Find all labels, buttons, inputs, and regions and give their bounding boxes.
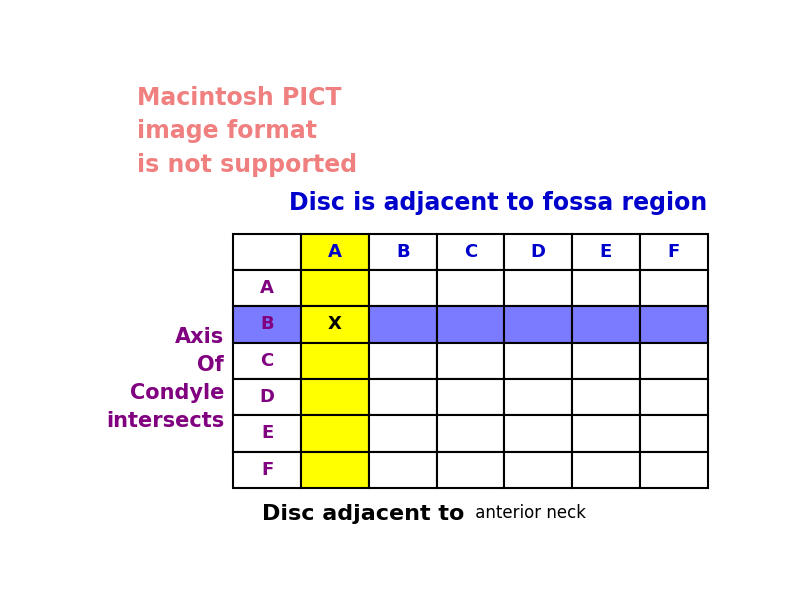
Text: F: F [667, 243, 680, 261]
Text: C: C [261, 352, 274, 370]
Bar [437, 415, 504, 451]
Bar [234, 233, 301, 270]
Bar [369, 306, 437, 343]
Bar [234, 270, 301, 306]
Bar [234, 451, 301, 488]
Bar [301, 415, 369, 451]
Bar [301, 233, 369, 270]
Bar [301, 306, 369, 343]
Bar [437, 379, 504, 415]
Bar [640, 379, 708, 415]
Bar [640, 343, 708, 379]
Bar [572, 270, 640, 306]
Bar [572, 343, 640, 379]
Text: E: E [261, 424, 274, 442]
Bar [369, 270, 437, 306]
Bar [572, 233, 640, 270]
Text: D: D [530, 243, 546, 261]
Text: B: B [260, 316, 274, 334]
Text: F: F [261, 461, 274, 479]
Bar [572, 306, 640, 343]
Bar [369, 415, 437, 451]
Bar [234, 415, 301, 451]
Text: E: E [600, 243, 612, 261]
Bar [437, 451, 504, 488]
Bar [234, 379, 301, 415]
Bar [437, 306, 504, 343]
Text: D: D [260, 388, 274, 406]
Bar [504, 379, 572, 415]
Bar [504, 270, 572, 306]
Text: A: A [328, 243, 342, 261]
Bar [234, 343, 301, 379]
Bar [504, 451, 572, 488]
Text: X: X [328, 316, 342, 334]
Text: anterior neck: anterior neck [470, 504, 586, 522]
Bar [640, 270, 708, 306]
Bar [369, 379, 437, 415]
Bar [504, 343, 572, 379]
Bar [369, 233, 437, 270]
Bar [301, 451, 369, 488]
Bar [301, 343, 369, 379]
Bar [437, 233, 504, 270]
Bar [640, 233, 708, 270]
Text: A: A [260, 279, 274, 297]
Bar [640, 451, 708, 488]
Text: Disc is adjacent to fossa region: Disc is adjacent to fossa region [290, 191, 708, 215]
Bar [301, 379, 369, 415]
Text: C: C [464, 243, 477, 261]
Bar [504, 233, 572, 270]
Text: Disc adjacent to: Disc adjacent to [262, 504, 464, 524]
Bar [437, 270, 504, 306]
Bar [640, 415, 708, 451]
Bar [234, 306, 301, 343]
Bar [437, 343, 504, 379]
Bar [640, 306, 708, 343]
Bar [369, 451, 437, 488]
Text: Axis
Of
Condyle
intersects: Axis Of Condyle intersects [106, 327, 224, 431]
Bar [572, 379, 640, 415]
Bar [369, 343, 437, 379]
Bar [572, 451, 640, 488]
Text: Macintosh PICT
image format
is not supported: Macintosh PICT image format is not suppo… [138, 86, 358, 177]
Bar [572, 415, 640, 451]
Bar [301, 270, 369, 306]
Bar [504, 306, 572, 343]
Bar [504, 415, 572, 451]
Text: B: B [396, 243, 410, 261]
